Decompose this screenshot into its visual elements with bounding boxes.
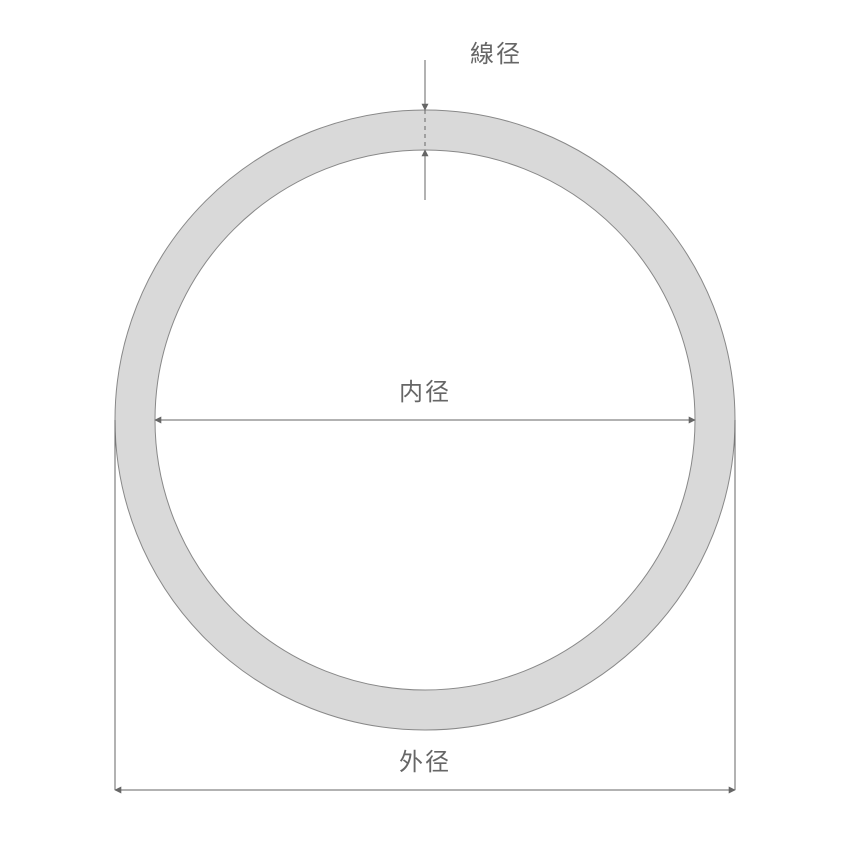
outer-diameter-label: 外径 — [399, 749, 451, 776]
ring-dimension-diagram: 内径 外径 線径 — [0, 0, 850, 850]
wire-diameter-label: 線径 — [470, 41, 522, 68]
inner-diameter-label: 内径 — [399, 379, 451, 406]
